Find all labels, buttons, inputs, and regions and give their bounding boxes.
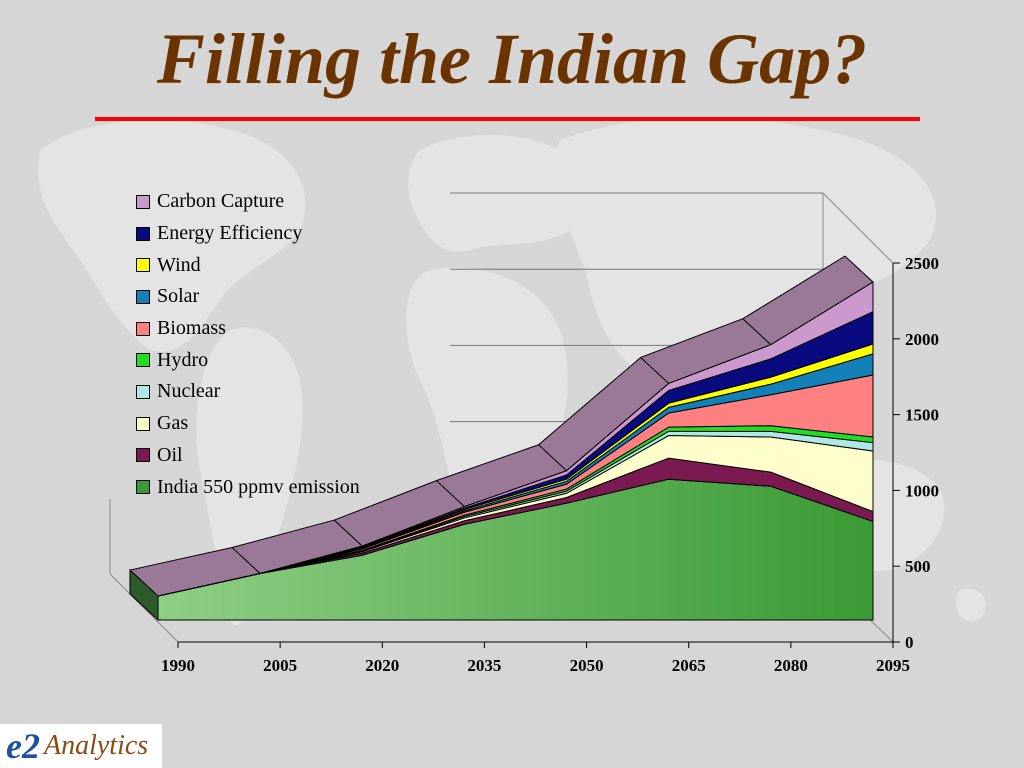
legend-swatch bbox=[136, 384, 150, 399]
legend-item: Nuclear bbox=[136, 376, 360, 408]
legend-item: Carbon Capture bbox=[136, 186, 360, 218]
chart-legend: Carbon Capture Energy Efficiency Wind Solar… bbox=[136, 186, 360, 503]
x-tick-label: 2050 bbox=[570, 656, 604, 675]
x-tick-label: 2095 bbox=[876, 656, 910, 675]
y-tick-label: 0 bbox=[905, 633, 914, 652]
legend-label: Biomass bbox=[157, 317, 226, 340]
legend-label: Gas bbox=[157, 412, 189, 435]
legend-swatch bbox=[136, 416, 150, 431]
y-tick-label: 1000 bbox=[905, 481, 939, 500]
legend-label: Energy Efficiency bbox=[157, 222, 303, 245]
area-carbon-capture bbox=[157, 281, 874, 597]
slide-title: Filling the Indian Gap? bbox=[156, 19, 868, 99]
chart-axes: 0 500 1000 1500 2000 2500 1990 2005 2020 2035 2050… bbox=[161, 254, 939, 675]
legend-label: India 550 ppmv emission bbox=[157, 475, 360, 498]
x-tick-label: 1990 bbox=[161, 656, 195, 675]
legend-item: Oil bbox=[136, 440, 360, 472]
legend-label: Solar bbox=[157, 285, 200, 308]
legend-swatch bbox=[136, 194, 150, 209]
x-tick-label: 2080 bbox=[774, 656, 808, 675]
legend-label: Wind bbox=[157, 253, 201, 276]
legend-swatch bbox=[136, 448, 150, 463]
legend-swatch bbox=[136, 480, 150, 495]
chart-areas bbox=[128, 255, 874, 622]
y-tick-label: 2000 bbox=[905, 330, 939, 349]
legend-item: Wind bbox=[136, 249, 360, 281]
legend-swatch bbox=[136, 226, 150, 241]
legend-item: Biomass bbox=[136, 313, 360, 345]
legend-item: Solar bbox=[136, 281, 360, 313]
top-band-divider bbox=[436, 480, 465, 508]
top-band-divider bbox=[742, 318, 772, 346]
legend-label: Hydro bbox=[157, 348, 209, 371]
y-tick-label: 1500 bbox=[905, 406, 939, 425]
x-tick-label: 2005 bbox=[263, 656, 297, 675]
title-underline bbox=[95, 117, 920, 121]
y-tick-label: 500 bbox=[905, 557, 931, 576]
top-band-divider bbox=[231, 547, 261, 574]
legend-item: Energy Efficiency bbox=[136, 218, 360, 250]
x-tick-label: 2020 bbox=[365, 656, 399, 675]
y-tick-label: 2500 bbox=[905, 254, 939, 273]
legend-swatch bbox=[136, 321, 150, 336]
x-tick-label: 2065 bbox=[672, 656, 706, 675]
x-tick-label: 2035 bbox=[467, 656, 501, 675]
legend-label: Nuclear bbox=[157, 380, 221, 403]
top-wall-edge bbox=[822, 192, 894, 264]
legend-item: India 550 ppmv emission bbox=[136, 471, 360, 503]
legend-label: Carbon Capture bbox=[157, 190, 285, 213]
legend-swatch bbox=[136, 353, 150, 368]
legend-label: Oil bbox=[157, 443, 183, 466]
top-band-divider bbox=[333, 519, 363, 547]
legend-item: Hydro bbox=[136, 344, 360, 376]
top-band-divider bbox=[640, 357, 670, 384]
legend-swatch bbox=[136, 258, 150, 273]
legend-swatch bbox=[136, 289, 150, 304]
logo-text: Analytics bbox=[43, 730, 149, 761]
top-band-divider bbox=[538, 444, 567, 472]
e2-analytics-logo: e2 Analytics bbox=[0, 724, 162, 768]
logo-mark: e2 bbox=[6, 726, 40, 766]
legend-item: Gas bbox=[136, 408, 360, 440]
